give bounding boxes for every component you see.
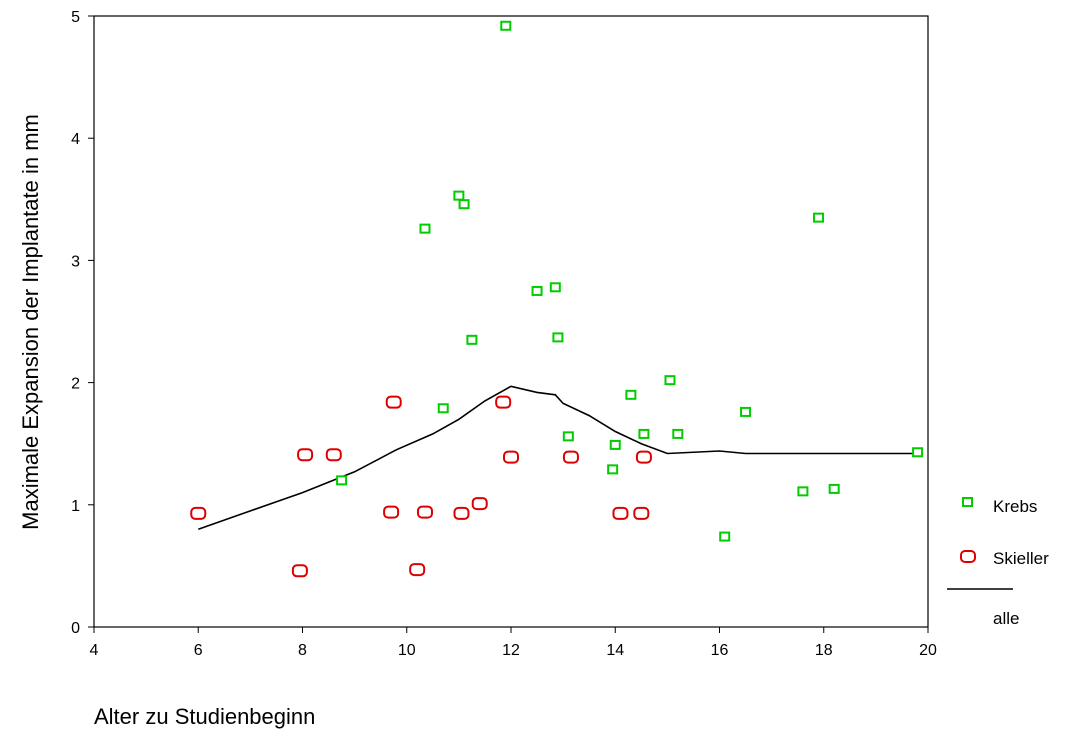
skieller-point [190, 506, 207, 520]
legend-krebs-label: Krebs [993, 497, 1037, 516]
y-tick-label: 2 [71, 376, 80, 393]
skieller-point [471, 497, 488, 511]
x-tick-label: 4 [90, 642, 99, 659]
series-layer [190, 20, 924, 578]
skieller-point [409, 563, 426, 577]
legend: Krebs Skieller alle [947, 497, 1049, 628]
krebs-point [719, 531, 731, 542]
x-tick-label: 16 [711, 642, 729, 659]
skieller-point [325, 448, 342, 462]
x-tick-label: 12 [502, 642, 520, 659]
legend-alle-label: alle [993, 609, 1019, 628]
krebs-point [549, 282, 561, 293]
y-axis-title: Maximale Expansion der Implantate in mm [18, 114, 43, 530]
skieller-point [612, 506, 629, 520]
krebs-point [607, 464, 619, 475]
skieller-point [383, 505, 400, 519]
skieller-point [503, 450, 519, 464]
plot-area-frame [93, 15, 929, 628]
krebs-point [336, 475, 348, 486]
x-axis-ticks: 4 6 8 10 12 14 16 18 20 [90, 627, 937, 659]
krebs-point [828, 483, 840, 494]
skieller-point [633, 506, 650, 520]
y-tick-label: 5 [71, 9, 80, 26]
x-tick-label: 10 [398, 642, 416, 659]
y-tick-label: 3 [71, 253, 80, 270]
krebs-point [500, 20, 512, 31]
skieller-point [562, 450, 579, 464]
krebs-point [813, 212, 825, 223]
krebs-point [437, 403, 449, 414]
skieller-point [495, 395, 512, 409]
y-axis-ticks: 0 1 2 3 4 5 [71, 9, 94, 637]
legend-krebs-marker [962, 497, 973, 507]
krebs-point [453, 190, 465, 201]
y-tick-label: 1 [71, 498, 80, 515]
krebs-point [740, 406, 752, 417]
krebs-point [466, 334, 478, 345]
legend-skieller-label: Skieller [993, 549, 1049, 568]
x-tick-label: 20 [919, 642, 937, 659]
krebs-point [672, 428, 684, 439]
x-tick-label: 8 [298, 642, 307, 659]
krebs-point [458, 199, 470, 210]
y-tick-label: 0 [71, 620, 80, 637]
krebs-point [552, 332, 564, 343]
skieller-point [453, 506, 470, 520]
y-tick-label: 4 [71, 131, 80, 148]
krebs-point [609, 439, 621, 450]
krebs-point [531, 285, 543, 296]
krebs-point [419, 223, 431, 234]
skieller-point [385, 395, 402, 409]
krebs-point [797, 486, 809, 497]
x-tick-label: 18 [815, 642, 833, 659]
skieller-point [635, 450, 652, 464]
x-tick-label: 6 [194, 642, 203, 659]
x-axis-title: Alter zu Studienbeginn [94, 704, 315, 729]
krebs-point [625, 389, 637, 400]
krebs-point [912, 447, 924, 458]
skieller-point [297, 448, 314, 462]
skieller-point [416, 505, 433, 519]
alle-trend-line [198, 385, 918, 530]
krebs-point [562, 431, 574, 442]
x-tick-label: 14 [606, 642, 624, 659]
krebs-point [638, 428, 650, 439]
skieller-point [291, 564, 308, 578]
legend-skieller-marker [960, 550, 976, 563]
krebs-point [664, 375, 676, 386]
